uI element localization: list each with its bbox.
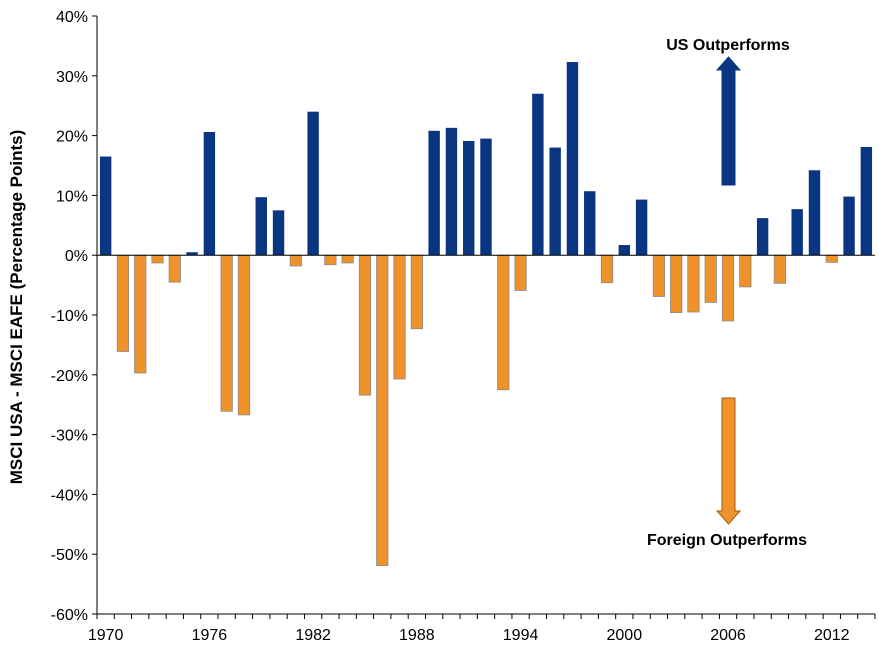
bar-2001 (635, 199, 648, 256)
bar-1977 (220, 254, 233, 412)
y-tick-label: 20% (56, 129, 88, 146)
bar-1992 (480, 138, 492, 256)
bar-1993 (497, 254, 510, 391)
bar-1979 (255, 197, 267, 256)
bar-2004 (687, 254, 700, 313)
bar-1996 (549, 147, 561, 256)
y-tick-label: 10% (56, 188, 88, 205)
y-tick-label: -10% (51, 308, 88, 325)
bar-1990 (445, 127, 458, 256)
bar-2008 (756, 218, 769, 256)
bar-2005 (704, 254, 717, 303)
x-tick-label: 1976 (192, 627, 228, 644)
bar-1988 (410, 254, 423, 330)
bar-2014 (860, 146, 873, 256)
bar-1980 (272, 210, 285, 256)
foreign-outperforms-annotation: Foreign Outperforms (647, 397, 807, 549)
bar-2011 (808, 170, 821, 256)
bar-2007 (739, 254, 752, 288)
bar-1971 (116, 254, 130, 352)
y-axis-label: MSCI USA - MSCI EAFE (Percentage Points) (7, 130, 26, 485)
bar-1997 (566, 62, 579, 256)
y-tick-label: -40% (51, 487, 88, 504)
bar-2002 (652, 254, 665, 297)
bar-1974 (168, 254, 181, 283)
bar-1998 (584, 191, 596, 256)
bar-2006 (721, 254, 735, 322)
bar-1994 (514, 254, 527, 291)
bars-group (99, 62, 873, 566)
axes-group (92, 15, 876, 619)
x-tick-labels: 1970 1976 1982 1988 1994 2000 2006 2012 (88, 627, 850, 644)
foreign-outperforms-label: Foreign Outperforms (647, 532, 807, 549)
x-tick-label: 1982 (295, 627, 331, 644)
y-tick-labels: 40% 30% 20% 10% 0% -10% -20% -30% -40% -50% -60% (51, 9, 88, 624)
y-tick-label: -20% (51, 368, 88, 385)
bar-2012 (825, 254, 838, 263)
bar-2013 (843, 196, 855, 256)
up-arrow-icon (715, 56, 742, 186)
bar-1978 (237, 254, 251, 416)
x-tick-label: 2006 (710, 627, 746, 644)
bar-2000 (618, 245, 631, 256)
y-tick-label: 30% (56, 69, 88, 86)
down-arrow-icon (715, 397, 742, 525)
x-tick-label: 1994 (503, 627, 539, 644)
bar-1991 (463, 140, 475, 256)
x-tick-label: 2012 (814, 627, 850, 644)
bar-1973 (151, 254, 164, 264)
bar-1986 (376, 254, 389, 566)
bar-1972 (134, 254, 147, 374)
bar-1987 (393, 254, 406, 380)
x-tick-label: 1970 (88, 627, 124, 644)
bar-1995 (532, 93, 544, 256)
bar-1983 (324, 254, 337, 266)
bar-2003 (670, 254, 683, 314)
x-tick-label: 1988 (399, 627, 435, 644)
y-tick-label: 40% (56, 9, 88, 26)
bar-2009 (773, 254, 787, 284)
us-outperforms-annotation: US Outperforms (666, 37, 790, 186)
us-outperforms-label: US Outperforms (666, 37, 790, 54)
bar-1981 (289, 254, 302, 267)
bar-1982 (307, 111, 319, 256)
bar-1984 (341, 254, 354, 264)
y-tick-label: -50% (51, 547, 88, 564)
bar-1970 (99, 156, 112, 256)
bar-1985 (358, 254, 372, 396)
bar-1975 (186, 252, 198, 256)
bar-2010 (791, 209, 803, 256)
bar-1989 (428, 130, 440, 256)
bar-1999 (600, 254, 614, 284)
y-tick-label: 0% (65, 248, 88, 265)
x-tick-label: 2000 (607, 627, 643, 644)
bar-1976 (203, 132, 216, 256)
y-tick-label: -30% (51, 428, 88, 445)
y-tick-label: -60% (51, 607, 88, 624)
